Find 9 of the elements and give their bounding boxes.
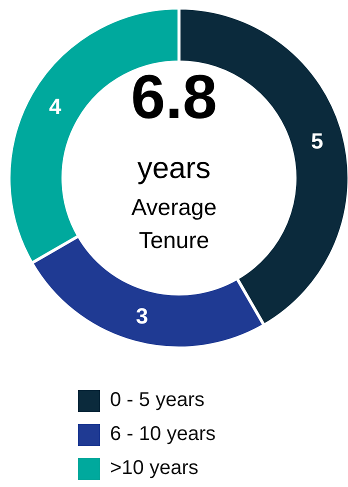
legend-label: >10 years [110,457,198,479]
text: Average Tenure [131,194,217,253]
data-label: 3 [136,304,148,329]
legend-label: 0 - 5 years [110,389,204,411]
data-label: 5 [311,128,324,154]
text: 6.8 [130,63,218,132]
legend-label: 6 - 10 years [110,423,216,445]
text: years [137,152,211,185]
data-label: 4 [49,94,62,119]
